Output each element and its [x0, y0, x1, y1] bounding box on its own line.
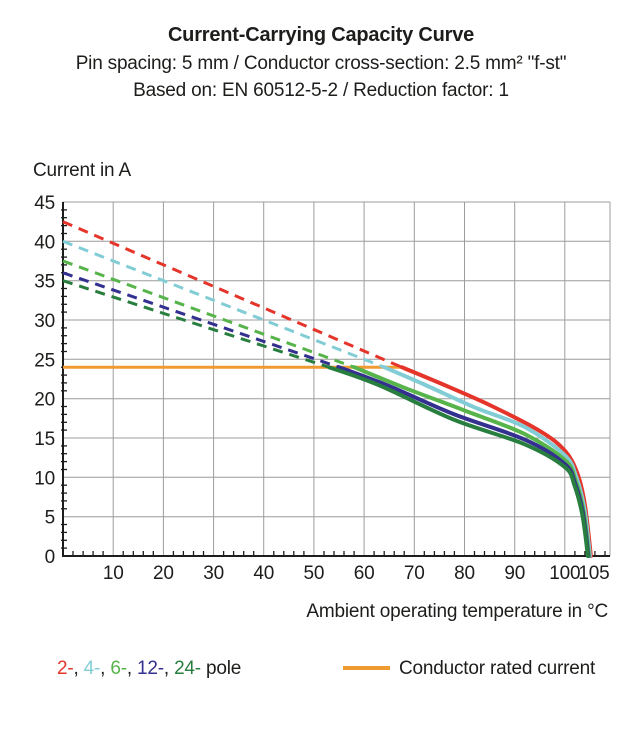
x-tick-50: 50	[304, 563, 325, 584]
legend-pole-4: 4-	[83, 658, 101, 679]
y-tick-30: 30	[34, 311, 55, 332]
y-tick-15: 15	[34, 429, 55, 450]
dashed-12-pole	[62, 271, 340, 369]
legend-separator: ,	[100, 658, 111, 679]
legend-pole-12: 12-	[137, 658, 164, 679]
axis-tick-labels: 0 5 10 15 20 25 30 35 40 45 10 20 30 40 50 60 70 80 90 1001…	[34, 193, 609, 584]
y-tick-25: 25	[34, 350, 55, 371]
legend-separator: ,	[163, 658, 175, 679]
dashed-6-pole	[62, 259, 355, 369]
gridlines	[63, 201, 611, 556]
x-tick-10: 10	[103, 563, 124, 584]
series-dashed-derating	[62, 220, 403, 369]
legend-separator: ,	[126, 658, 138, 679]
dashed-4-pole	[62, 239, 385, 369]
x-tick-105: 105	[578, 563, 609, 584]
chart-subtitle-spec: Pin spacing: 5 mm / Conductor cross-sect…	[75, 53, 567, 74]
x-tick-90: 90	[504, 563, 525, 584]
series-solid-capacity	[327, 365, 593, 558]
legend-pole-suffix: pole	[200, 658, 242, 679]
x-tick-80: 80	[454, 563, 475, 584]
legend-pole-6: 6-	[110, 658, 127, 679]
x-tick-20: 20	[153, 563, 174, 584]
rated-current-legend-label: Conductor rated current	[399, 658, 596, 679]
y-axis-title: Current in A	[33, 160, 131, 181]
x-tick-60: 60	[354, 563, 375, 584]
y-tick-40: 40	[34, 232, 55, 253]
dashed-2-pole	[62, 220, 403, 369]
y-tick-0: 0	[45, 547, 55, 568]
legend-pole-counts: 2-, 4-, 6-, 12-, 24- pole	[57, 658, 241, 680]
x-axis-title: Ambient operating temperature in °C	[306, 601, 608, 622]
x-tick-100: 100	[549, 563, 580, 584]
y-tick-5: 5	[45, 508, 55, 529]
capacity-chart-plot: 0 5 10 15 20 25 30 35 40 45 10 20 30 40 50 60 70 80 90 1001…	[34, 193, 611, 584]
y-tick-35: 35	[34, 272, 55, 293]
x-tick-70: 70	[404, 563, 425, 584]
dashed-24-pole	[62, 279, 330, 369]
x-tick-40: 40	[253, 563, 274, 584]
rated-current-legend-swatch	[343, 666, 390, 670]
y-tick-45: 45	[34, 193, 55, 214]
solid-24-pole	[327, 365, 590, 558]
y-tick-10: 10	[34, 468, 55, 489]
x-tick-30: 30	[203, 563, 224, 584]
legend-pole-24: 24-	[174, 658, 201, 679]
chart-title: Current-Carrying Capacity Curve	[167, 24, 475, 46]
legend-pole-2: 2-	[57, 658, 74, 679]
chart-subtitle-standard: Based on: EN 60512-5-2 / Reduction facto…	[133, 80, 509, 101]
minor-ticks	[61, 209, 606, 555]
y-tick-20: 20	[34, 390, 55, 411]
legend-separator: ,	[73, 658, 84, 679]
